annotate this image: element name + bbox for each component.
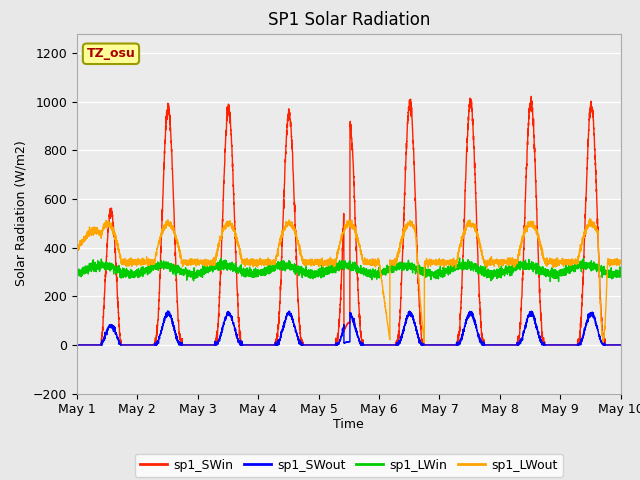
Y-axis label: Solar Radiation (W/m2): Solar Radiation (W/m2) [14,141,27,287]
Text: TZ_osu: TZ_osu [86,47,135,60]
Title: SP1 Solar Radiation: SP1 Solar Radiation [268,11,430,29]
Legend: sp1_SWin, sp1_SWout, sp1_LWin, sp1_LWout: sp1_SWin, sp1_SWout, sp1_LWin, sp1_LWout [135,454,563,477]
X-axis label: Time: Time [333,418,364,431]
